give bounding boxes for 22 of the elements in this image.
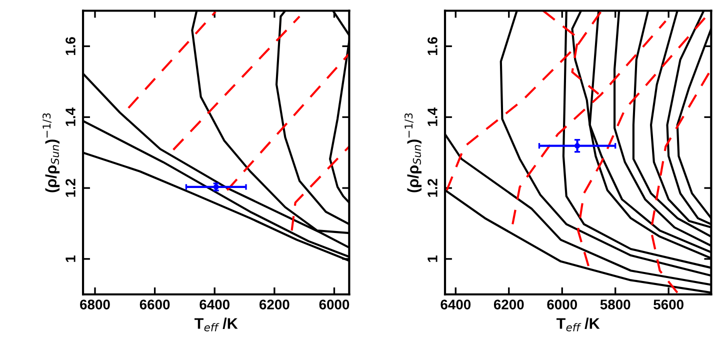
y-tick-label: 1: [428, 255, 438, 262]
y-axis-title: (ρ/ρ$_{Sun}$)$^{−1/3}$: [404, 113, 422, 192]
x-tick-label: 6400: [440, 300, 471, 310]
y-tick-label: 1.6: [428, 37, 438, 55]
y-tick-label: 1: [66, 255, 76, 262]
x-axis-title: T$_{eff}$ /K: [194, 318, 238, 332]
x-tick-label: 6200: [259, 300, 290, 310]
y-axis-title: (ρ/ρ$_{Sun}$)$^{−1/3}$: [42, 113, 60, 192]
x-tick-label: 5600: [654, 300, 684, 310]
x-tick-label: 5800: [600, 300, 630, 310]
y-tick-label: 1.4: [428, 108, 438, 126]
x-tick-label: 6200: [494, 300, 524, 310]
x-tick-label: 6400: [200, 300, 230, 310]
y-tick-label: 1.2: [428, 178, 438, 197]
y-tick-label: 1.4: [66, 108, 76, 126]
x-tick-label: 6800: [80, 300, 110, 310]
x-tick-label: 6000: [547, 300, 577, 310]
y-tick-label: 1.2: [66, 178, 76, 197]
x-tick-label: 6600: [140, 300, 170, 310]
x-tick-label: 6000: [319, 300, 350, 310]
y-tick-label: 1.6: [66, 37, 76, 55]
x-axis-title: T$_{eff}$ /K: [556, 318, 600, 332]
